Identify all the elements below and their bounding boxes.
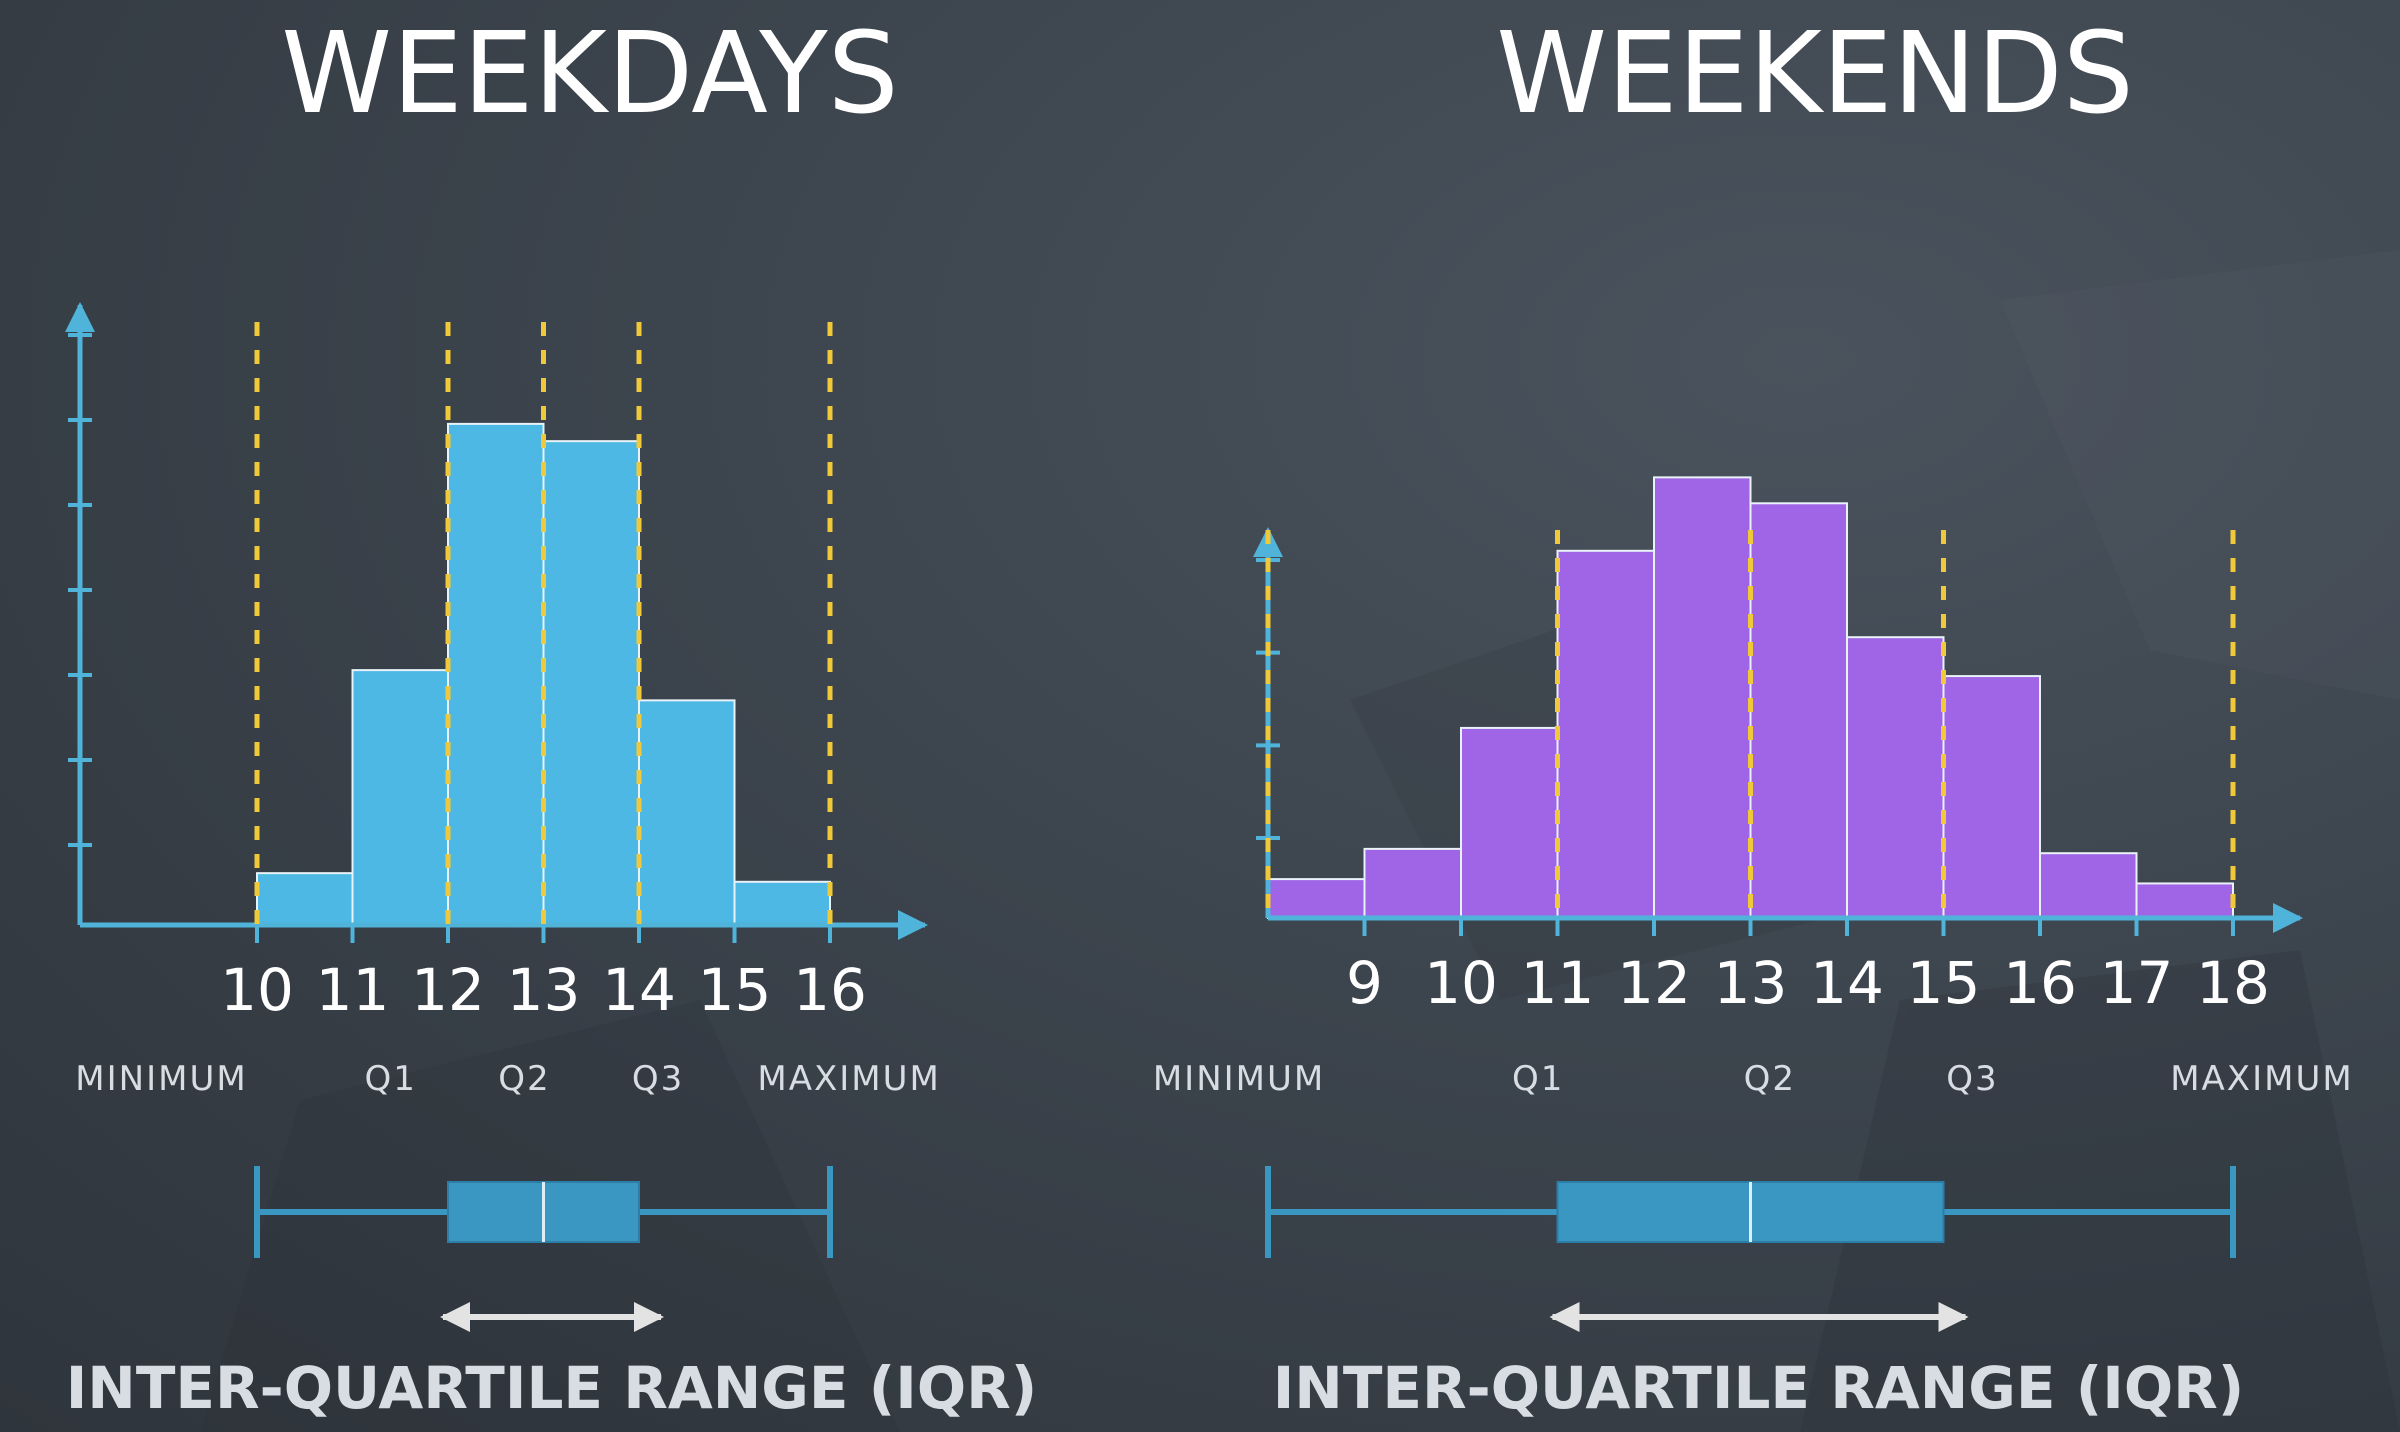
stat-label: Q3 (632, 1059, 684, 1099)
iqr-label: INTER-QUARTILE RANGE (IQR) (1273, 1354, 2245, 1422)
x-tick-label: 18 (2196, 949, 2270, 1017)
chart-title: WEEKENDS (1496, 9, 2134, 139)
histogram-bar (2039, 852, 2138, 920)
histogram-bar (1653, 476, 1752, 919)
x-tick-label: 12 (411, 956, 485, 1024)
stat-label: Q3 (1946, 1059, 1998, 1099)
stat-label: MAXIMUM (757, 1059, 940, 1099)
x-tick-label: 16 (2003, 949, 2077, 1017)
stat-label: MAXIMUM (2170, 1059, 2353, 1099)
histogram-bar (1267, 878, 1366, 919)
x-tick-label: 10 (1424, 949, 1498, 1017)
histogram-bar (351, 669, 449, 926)
x-tick-label: 11 (316, 956, 390, 1024)
histogram-bar (1460, 726, 1559, 919)
stat-label: MINIMUM (1153, 1059, 1325, 1099)
histogram-bar (1942, 675, 2041, 920)
stat-label: MINIMUM (75, 1059, 247, 1099)
iqr-label: INTER-QUARTILE RANGE (IQR) (66, 1354, 1038, 1422)
weekends-chart: WEEKENDS 9 10 11 12 13 14 15 16 17 18 MINIMUM Q1 Q2 Q3… (1153, 9, 2353, 1422)
stat-label: Q1 (1512, 1059, 1564, 1099)
x-tick-label: 16 (793, 956, 867, 1024)
histogram-bar (733, 880, 831, 926)
histogram-bar (1846, 636, 1945, 919)
histogram-bar (638, 699, 736, 926)
histogram-bar (1749, 502, 1848, 919)
x-tick-label: 17 (2100, 949, 2174, 1017)
x-tick-label: 12 (1617, 949, 1691, 1017)
histogram-bar (447, 422, 545, 926)
x-tick-label: 11 (1521, 949, 1595, 1017)
stat-label: Q2 (498, 1059, 550, 1099)
x-tick-label: 14 (1810, 949, 1884, 1017)
stat-label: Q2 (1744, 1059, 1796, 1099)
x-tick-label: 13 (507, 956, 581, 1024)
chart-title: WEEKDAYS (281, 9, 898, 139)
x-tick-label: 15 (698, 956, 772, 1024)
x-tick-label: 9 (1346, 949, 1383, 1017)
x-tick-label: 10 (220, 956, 294, 1024)
x-tick-label: 15 (1907, 949, 1981, 1017)
histogram-bar (1363, 847, 1462, 920)
weekdays-chart: WEEKDAYS 10 11 12 13 14 15 16 MINIMUM Q1 Q2 Q3 MAXIM… (65, 9, 1038, 1422)
histogram-bar (256, 872, 354, 926)
histogram-bar (2135, 882, 2234, 920)
x-tick-label: 13 (1714, 949, 1788, 1017)
histogram-bar (542, 440, 640, 926)
histogram-bar (1556, 549, 1655, 919)
stat-label: Q1 (364, 1059, 416, 1099)
x-tick-label: 14 (602, 956, 676, 1024)
